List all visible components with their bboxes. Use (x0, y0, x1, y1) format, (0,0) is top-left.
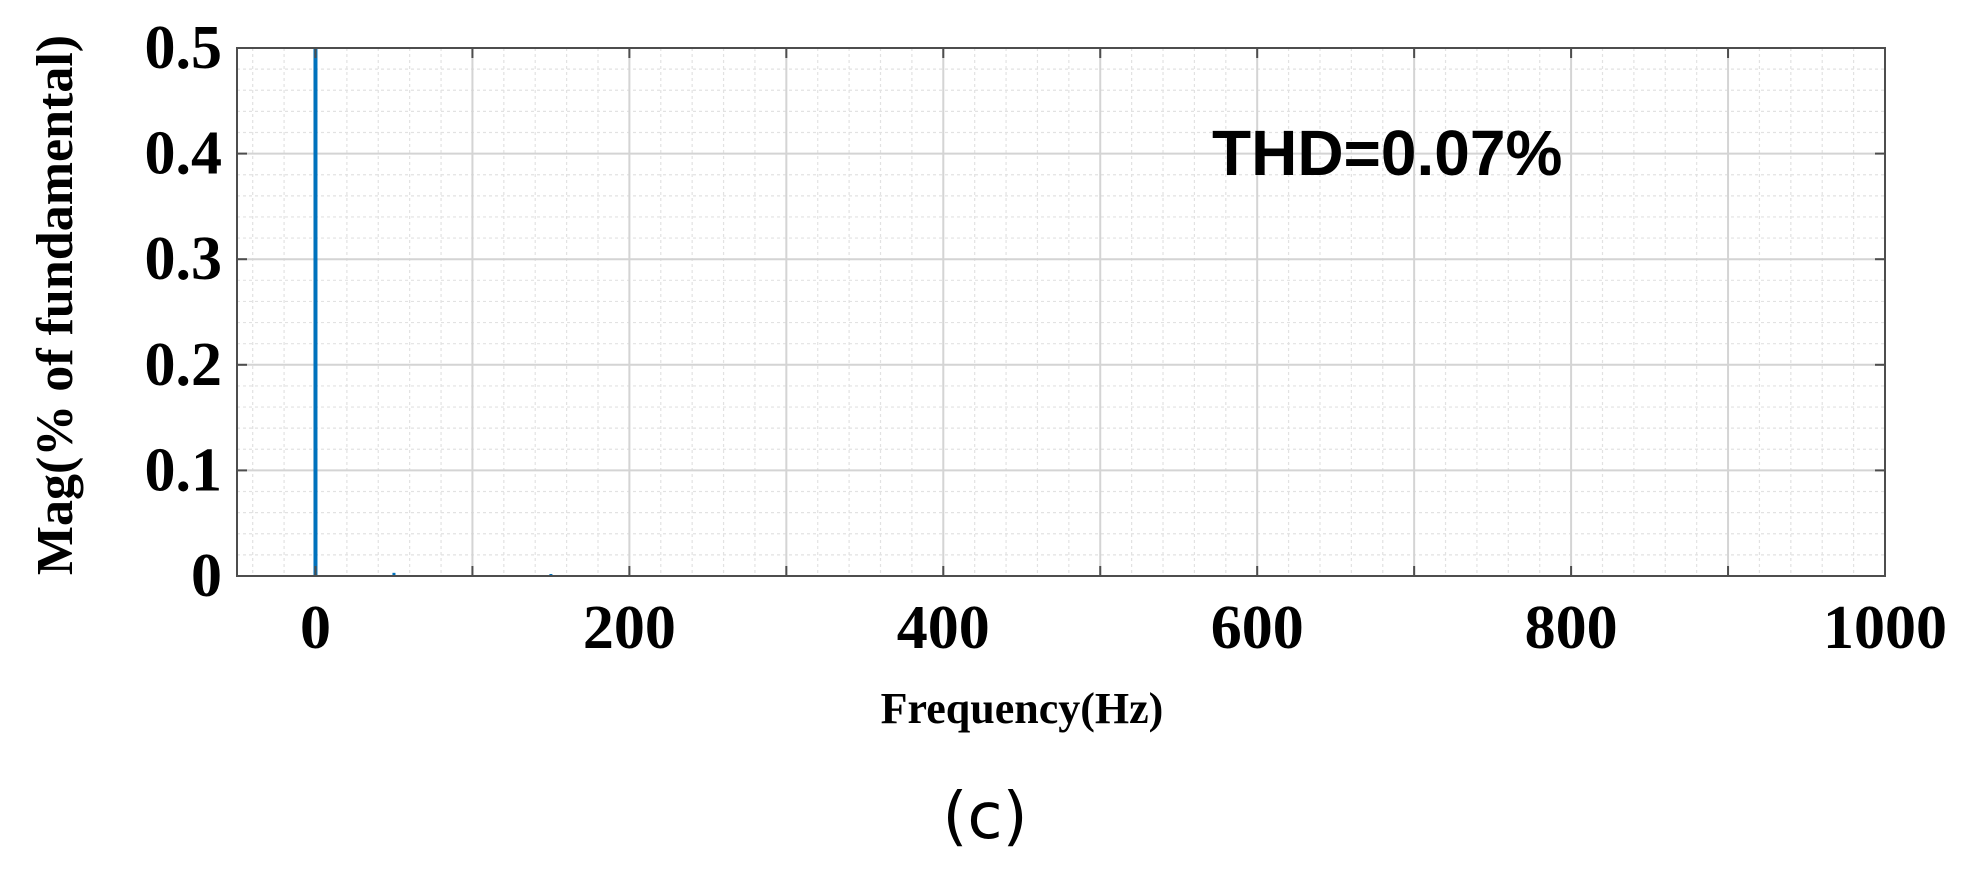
panel-label: (c) (942, 780, 1027, 854)
grid (237, 48, 1885, 576)
tick-marks (237, 47, 1886, 577)
y-tick-label: 0.5 (145, 14, 223, 82)
x-tick-label: 400 (897, 594, 990, 662)
plot-frame (236, 47, 1886, 577)
x-axis-title: Frequency(Hz) (881, 684, 1164, 733)
x-tick-label: 0 (300, 594, 331, 662)
y-tick-labels: 0 0.1 0.2 0.3 0.4 0.5 (145, 14, 223, 610)
x-tick-label: 1000 (1823, 594, 1947, 662)
y-tick-label: 0.4 (145, 120, 223, 188)
harmonic-bar (392, 572, 396, 576)
x-tick-labels: 0 200 400 600 800 1000 (300, 594, 1947, 662)
harmonic-bars (313, 48, 553, 576)
x-tick-label: 200 (583, 594, 676, 662)
x-tick-label: 800 (1525, 594, 1618, 662)
harmonic-bar (313, 48, 318, 576)
x-tick-label: 600 (1211, 594, 1304, 662)
thd-annotation: THD=0.07% (1212, 117, 1562, 189)
y-tick-label: 0.1 (145, 436, 223, 504)
y-tick-label: 0 (191, 542, 222, 610)
y-axis-title: Mag(% of fundamental) (27, 35, 84, 575)
y-tick-label: 0.3 (145, 225, 223, 293)
y-tick-label: 0.2 (145, 331, 223, 399)
